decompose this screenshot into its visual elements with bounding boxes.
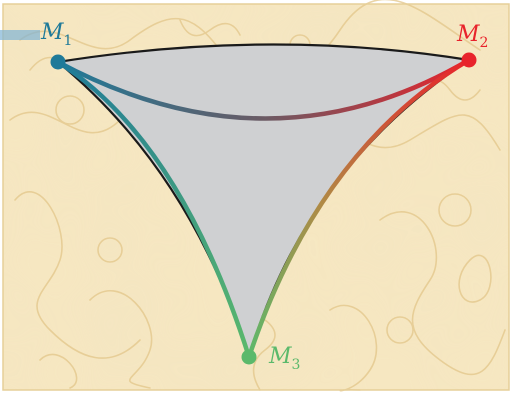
vertex-m1-label: M1 <box>40 20 72 49</box>
vertex-m2-point <box>461 52 477 68</box>
frame-border <box>2 3 510 391</box>
edge-m2-m3 <box>246 57 472 360</box>
vertex-m3-point <box>241 349 257 365</box>
vertex-m2-label: M2 <box>456 22 488 51</box>
frame-accent-bar <box>0 30 40 40</box>
vertex-m3-label: M3 <box>268 344 300 373</box>
edge-m1-m2 <box>55 57 472 121</box>
vertex-m1-point <box>50 54 66 70</box>
edge-m1-m3 <box>55 59 252 360</box>
